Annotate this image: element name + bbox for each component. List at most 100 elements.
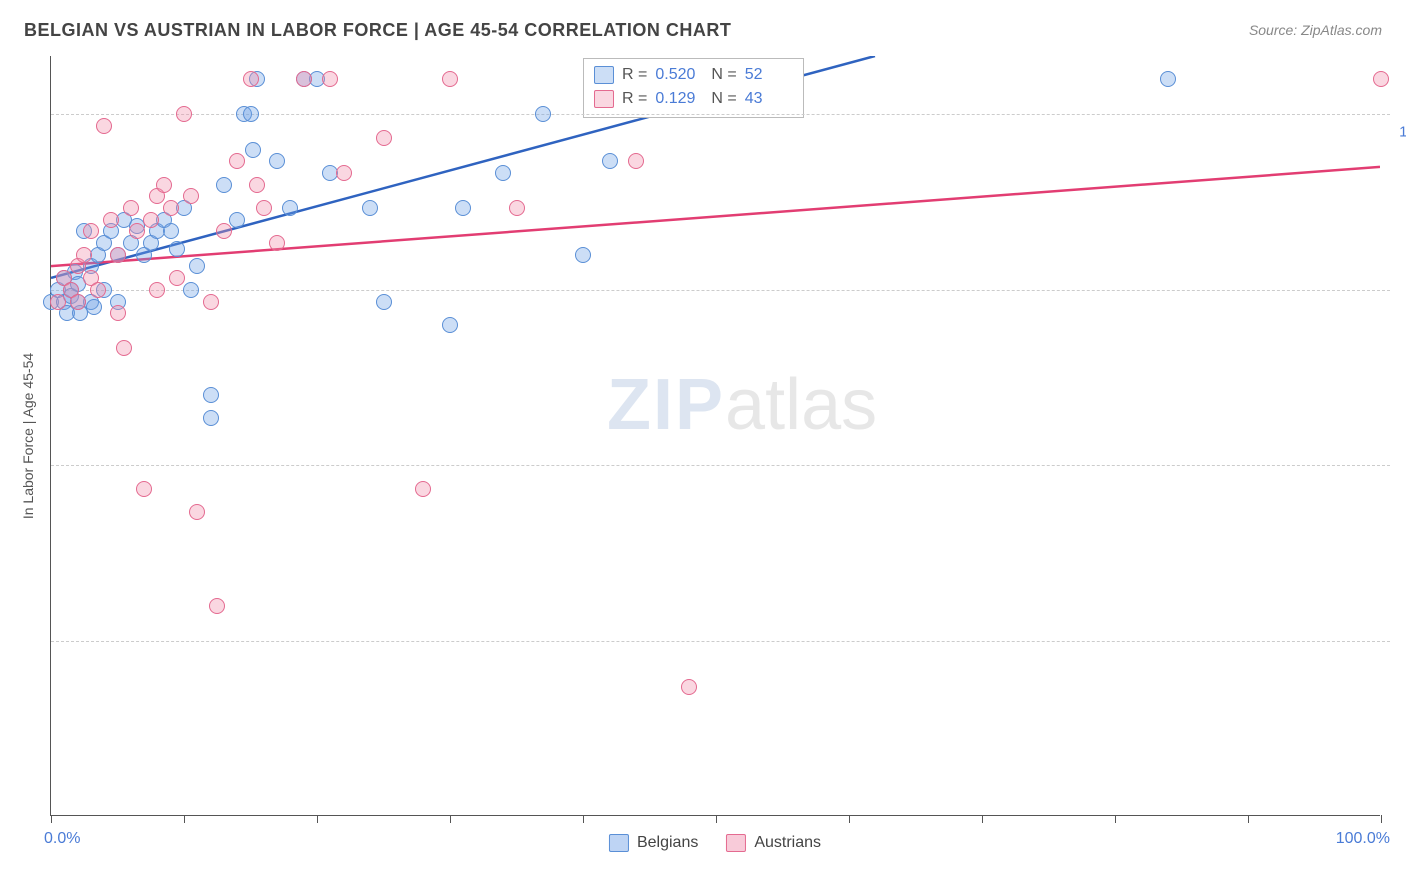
legend-swatch <box>594 66 614 84</box>
gridline <box>51 465 1390 466</box>
x-tick <box>450 815 451 823</box>
data-point <box>1373 71 1389 87</box>
series-legend: Belgians Austrians <box>609 834 821 852</box>
data-point <box>203 387 219 403</box>
data-point <box>176 106 192 122</box>
x-tick <box>317 815 318 823</box>
x-tick <box>51 815 52 823</box>
legend-swatch <box>726 834 746 852</box>
data-point <box>83 223 99 239</box>
x-axis-max-label: 100.0% <box>1336 830 1390 848</box>
data-point <box>103 212 119 228</box>
data-point <box>86 299 102 315</box>
data-point <box>376 294 392 310</box>
gridline <box>51 290 1390 291</box>
x-tick <box>1248 815 1249 823</box>
legend-row: R =0.520N =52 <box>594 63 793 87</box>
r-label: R = <box>622 87 647 111</box>
data-point <box>203 410 219 426</box>
data-point <box>1160 71 1176 87</box>
data-point <box>129 223 145 239</box>
data-point <box>50 294 66 310</box>
data-point <box>189 258 205 274</box>
source-attribution: Source: ZipAtlas.com <box>1249 22 1382 38</box>
x-tick <box>1115 815 1116 823</box>
data-point <box>143 212 159 228</box>
legend-label: Belgians <box>637 834 698 852</box>
data-point <box>216 177 232 193</box>
data-point <box>123 200 139 216</box>
data-point <box>209 598 225 614</box>
data-point <box>269 235 285 251</box>
data-point <box>575 247 591 263</box>
data-point <box>169 270 185 286</box>
x-axis-min-label: 0.0% <box>44 830 80 848</box>
data-point <box>509 200 525 216</box>
data-point <box>76 247 92 263</box>
data-point <box>229 212 245 228</box>
y-tick-label: 55.0% <box>1390 650 1406 667</box>
watermark: ZIPatlas <box>607 364 877 446</box>
data-point <box>535 106 551 122</box>
correlation-legend: R =0.520N =52R =0.129N =43 <box>583 58 804 118</box>
data-point <box>415 481 431 497</box>
data-point <box>245 142 261 158</box>
data-point <box>149 282 165 298</box>
data-point <box>70 294 86 310</box>
data-point <box>336 165 352 181</box>
data-point <box>296 71 312 87</box>
x-tick <box>184 815 185 823</box>
data-point <box>602 153 618 169</box>
data-point <box>169 241 185 257</box>
x-tick <box>716 815 717 823</box>
y-axis-label: In Labor Force | Age 45-54 <box>20 353 36 519</box>
legend-item: Belgians <box>609 834 698 852</box>
chart-title: BELGIAN VS AUSTRIAN IN LABOR FORCE | AGE… <box>24 20 731 40</box>
data-point <box>183 188 199 204</box>
n-value: 43 <box>745 87 793 111</box>
data-point <box>229 153 245 169</box>
data-point <box>163 223 179 239</box>
legend-swatch <box>609 834 629 852</box>
n-label: N = <box>711 63 736 87</box>
legend-swatch <box>594 90 614 108</box>
data-point <box>495 165 511 181</box>
data-point <box>269 153 285 169</box>
data-point <box>681 679 697 695</box>
data-point <box>322 71 338 87</box>
data-point <box>455 200 471 216</box>
r-value: 0.129 <box>655 87 703 111</box>
n-label: N = <box>711 87 736 111</box>
legend-item: Austrians <box>726 834 821 852</box>
plot-area: ZIPatlas R =0.520N =52R =0.129N =43 55.0… <box>50 56 1380 816</box>
data-point <box>376 130 392 146</box>
x-tick <box>1381 815 1382 823</box>
data-point <box>442 71 458 87</box>
data-point <box>282 200 298 216</box>
r-value: 0.520 <box>655 63 703 87</box>
data-point <box>116 340 132 356</box>
data-point <box>163 200 179 216</box>
data-point <box>243 71 259 87</box>
r-label: R = <box>622 63 647 87</box>
data-point <box>110 305 126 321</box>
gridline <box>51 641 1390 642</box>
data-point <box>256 200 272 216</box>
data-point <box>156 177 172 193</box>
legend-row: R = 0.129 N = 43 <box>594 87 793 111</box>
data-point <box>136 481 152 497</box>
legend-label: Austrians <box>754 834 821 852</box>
data-point <box>442 317 458 333</box>
y-tick-label: 85.0% <box>1390 299 1406 316</box>
data-point <box>183 282 199 298</box>
x-tick <box>982 815 983 823</box>
data-point <box>203 294 219 310</box>
y-tick-label: 70.0% <box>1390 475 1406 492</box>
chart-container: In Labor Force | Age 45-54 ZIPatlas R =0… <box>50 56 1380 816</box>
data-point <box>628 153 644 169</box>
data-point <box>110 247 126 263</box>
data-point <box>96 118 112 134</box>
trend-lines <box>51 56 1380 815</box>
data-point <box>243 106 259 122</box>
y-tick-label: 100.0% <box>1390 124 1406 141</box>
